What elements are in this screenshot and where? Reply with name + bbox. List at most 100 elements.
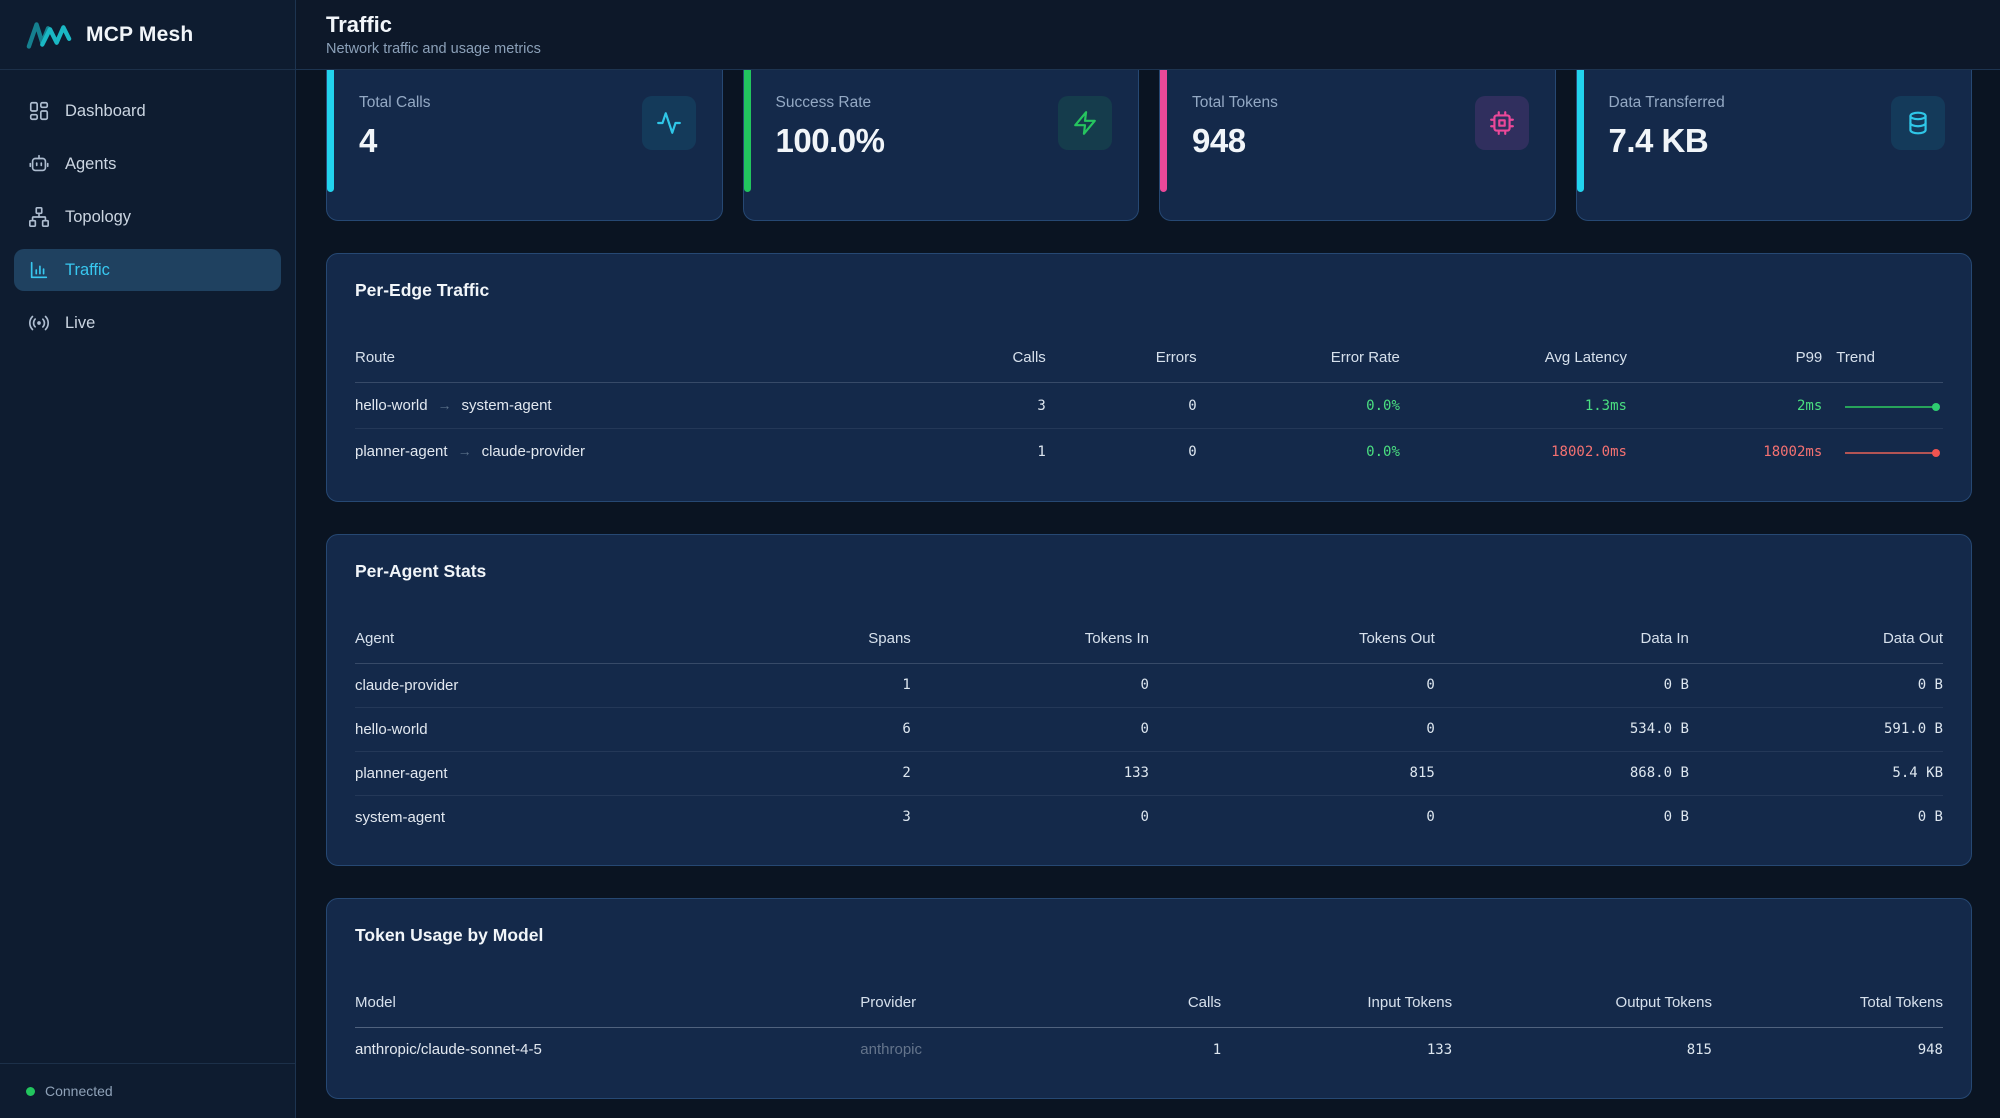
tokens-out-cell: 0 xyxy=(1426,677,1435,693)
tokens-in-cell: 0 xyxy=(1140,721,1149,737)
live-radio-icon xyxy=(28,312,50,334)
agent-cell: system-agent xyxy=(355,808,446,826)
table-header-row: Route Calls Errors Error Rate Avg Latenc… xyxy=(355,349,1943,383)
stat-value: 100.0% xyxy=(775,122,885,159)
data-out-cell: 0 B xyxy=(1917,677,1943,693)
output-tokens-cell: 815 xyxy=(1686,1041,1712,1058)
column-header: Errors xyxy=(1155,349,1197,366)
sidebar-item-traffic[interactable]: Traffic xyxy=(14,249,281,291)
sidebar: MCP Mesh Dashboard Agents Topology xyxy=(0,0,296,1118)
model-cell: anthropic/claude-sonnet-4-5 xyxy=(355,1041,542,1059)
provider-cell: anthropic xyxy=(860,1041,922,1059)
avg-latency-cell: 1.3ms xyxy=(1584,397,1627,414)
panel-title: Per-Edge Traffic xyxy=(355,280,490,300)
route-cell: planner-agent → claude-provider xyxy=(355,429,911,475)
sidebar-nav: Dashboard Agents Topology Traffic xyxy=(0,70,295,364)
cpu-icon xyxy=(1474,96,1529,150)
error-rate-cell: 0.0% xyxy=(1366,443,1400,460)
sidebar-item-label: Live xyxy=(65,313,96,332)
column-header: P99 xyxy=(1795,349,1823,366)
accent-bar xyxy=(1576,70,1584,192)
column-header: Spans xyxy=(868,629,911,647)
agent-cell: planner-agent xyxy=(355,764,448,782)
accent-bar xyxy=(743,70,751,192)
column-header: Trend xyxy=(1836,349,1875,366)
errors-cell: 0 xyxy=(1188,397,1197,414)
page-header: Traffic Network traffic and usage metric… xyxy=(296,0,2000,70)
mcp-mesh-logo-icon xyxy=(26,21,72,49)
column-header: Tokens In xyxy=(1084,629,1149,647)
table-row: system-agent 3 0 0 0 B 0 B xyxy=(355,795,1943,839)
topology-network-icon xyxy=(28,206,50,228)
route-source: planner-agent xyxy=(355,443,448,461)
sidebar-item-live[interactable]: Live xyxy=(14,302,281,344)
column-header: Calls xyxy=(1012,349,1046,366)
zap-icon xyxy=(1058,96,1112,150)
avg-latency-cell: 18002.0ms xyxy=(1551,443,1627,460)
stat-value: 4 xyxy=(359,122,377,159)
calls-cell: 1 xyxy=(1212,1041,1222,1058)
error-rate-cell: 0.0% xyxy=(1366,397,1400,414)
table-row: planner-agent 2 133 815 868.0 B 5.4 KB xyxy=(355,751,1943,795)
panel-per-agent-stats: Per-Agent Stats Agent Spans Tokens In To… xyxy=(326,533,1972,866)
column-header: Data Out xyxy=(1882,629,1943,647)
table-row: anthropic/claude-sonnet-4-5 anthropic 1 … xyxy=(355,1028,1943,1072)
sidebar-item-agents[interactable]: Agents xyxy=(14,143,281,185)
route-arrow-icon: → xyxy=(457,443,472,460)
panel-title: Token Usage by Model xyxy=(355,925,544,945)
stat-label: Data Transferred xyxy=(1608,94,1725,111)
column-header: Input Tokens xyxy=(1367,994,1453,1011)
route-target: system-agent xyxy=(461,397,552,414)
route-arrow-icon: → xyxy=(437,397,452,413)
route-target: claude-provider xyxy=(481,443,585,461)
sidebar-item-topology[interactable]: Topology xyxy=(14,196,281,238)
content: Total Calls 4 Success Rate 100.0% xyxy=(296,70,2000,1099)
agent-stats-table: Agent Spans Tokens In Tokens Out Data In… xyxy=(355,630,1943,840)
errors-cell: 0 xyxy=(1188,443,1197,460)
tokens-out-cell: 815 xyxy=(1409,765,1435,781)
trend-cell xyxy=(1822,383,1943,429)
p99-cell: 18002ms xyxy=(1763,443,1823,460)
stats-row: Total Calls 4 Success Rate 100.0% xyxy=(326,70,1972,221)
data-out-cell: 5.4 KB xyxy=(1892,765,1943,781)
total-tokens-cell: 948 xyxy=(1917,1041,1943,1058)
data-out-cell: 591.0 B xyxy=(1883,721,1943,737)
stat-value: 7.4 KB xyxy=(1608,122,1709,159)
route-source: hello-world xyxy=(355,397,428,414)
table-row: claude-provider 1 0 0 0 B 0 B xyxy=(355,663,1943,707)
connected-dot-icon xyxy=(26,1086,35,1096)
data-in-cell: 868.0 B xyxy=(1629,765,1689,781)
stat-card-data-transferred: Data Transferred 7.4 KB xyxy=(1575,70,1972,221)
column-header: Total Tokens xyxy=(1859,994,1943,1011)
sidebar-item-dashboard[interactable]: Dashboard xyxy=(14,90,281,132)
sidebar-item-label: Traffic xyxy=(65,260,110,279)
page-subtitle: Network traffic and usage metrics xyxy=(326,41,541,58)
calls-cell: 1 xyxy=(1037,443,1046,460)
trend-cell xyxy=(1822,429,1943,475)
data-in-cell: 0 B xyxy=(1663,677,1689,693)
stat-label: Total Calls xyxy=(359,94,431,111)
panel-token-usage: Token Usage by Model Model Provider Call… xyxy=(326,898,1972,1099)
accent-bar xyxy=(1160,70,1167,192)
tokens-in-cell: 133 xyxy=(1123,765,1149,781)
p99-cell: 2ms xyxy=(1796,397,1823,414)
agent-cell: claude-provider xyxy=(355,676,459,694)
page-title: Traffic xyxy=(326,12,393,37)
calls-cell: 3 xyxy=(1037,397,1046,414)
dashboard-icon xyxy=(28,100,50,122)
tokens-out-cell: 0 xyxy=(1426,721,1435,737)
table-header-row: Model Provider Calls Input Tokens Output… xyxy=(355,994,1943,1028)
token-usage-table: Model Provider Calls Input Tokens Output… xyxy=(355,994,1943,1072)
spans-cell: 3 xyxy=(902,809,911,826)
main-area: Traffic Network traffic and usage metric… xyxy=(296,0,2000,1118)
stat-label: Success Rate xyxy=(775,94,872,111)
agents-bot-icon xyxy=(28,153,50,175)
sidebar-item-label: Topology xyxy=(65,207,132,226)
stat-value: 948 xyxy=(1192,122,1246,159)
edge-traffic-table: Route Calls Errors Error Rate Avg Latenc… xyxy=(355,349,1943,475)
panel-per-edge-traffic: Per-Edge Traffic Route Calls Errors Erro… xyxy=(326,253,1972,502)
stat-label: Total Tokens xyxy=(1192,94,1278,111)
table-row: hello-world → system-agent 3 0 0.0% 1.3ms … xyxy=(355,383,1943,429)
column-header: Model xyxy=(355,994,396,1011)
